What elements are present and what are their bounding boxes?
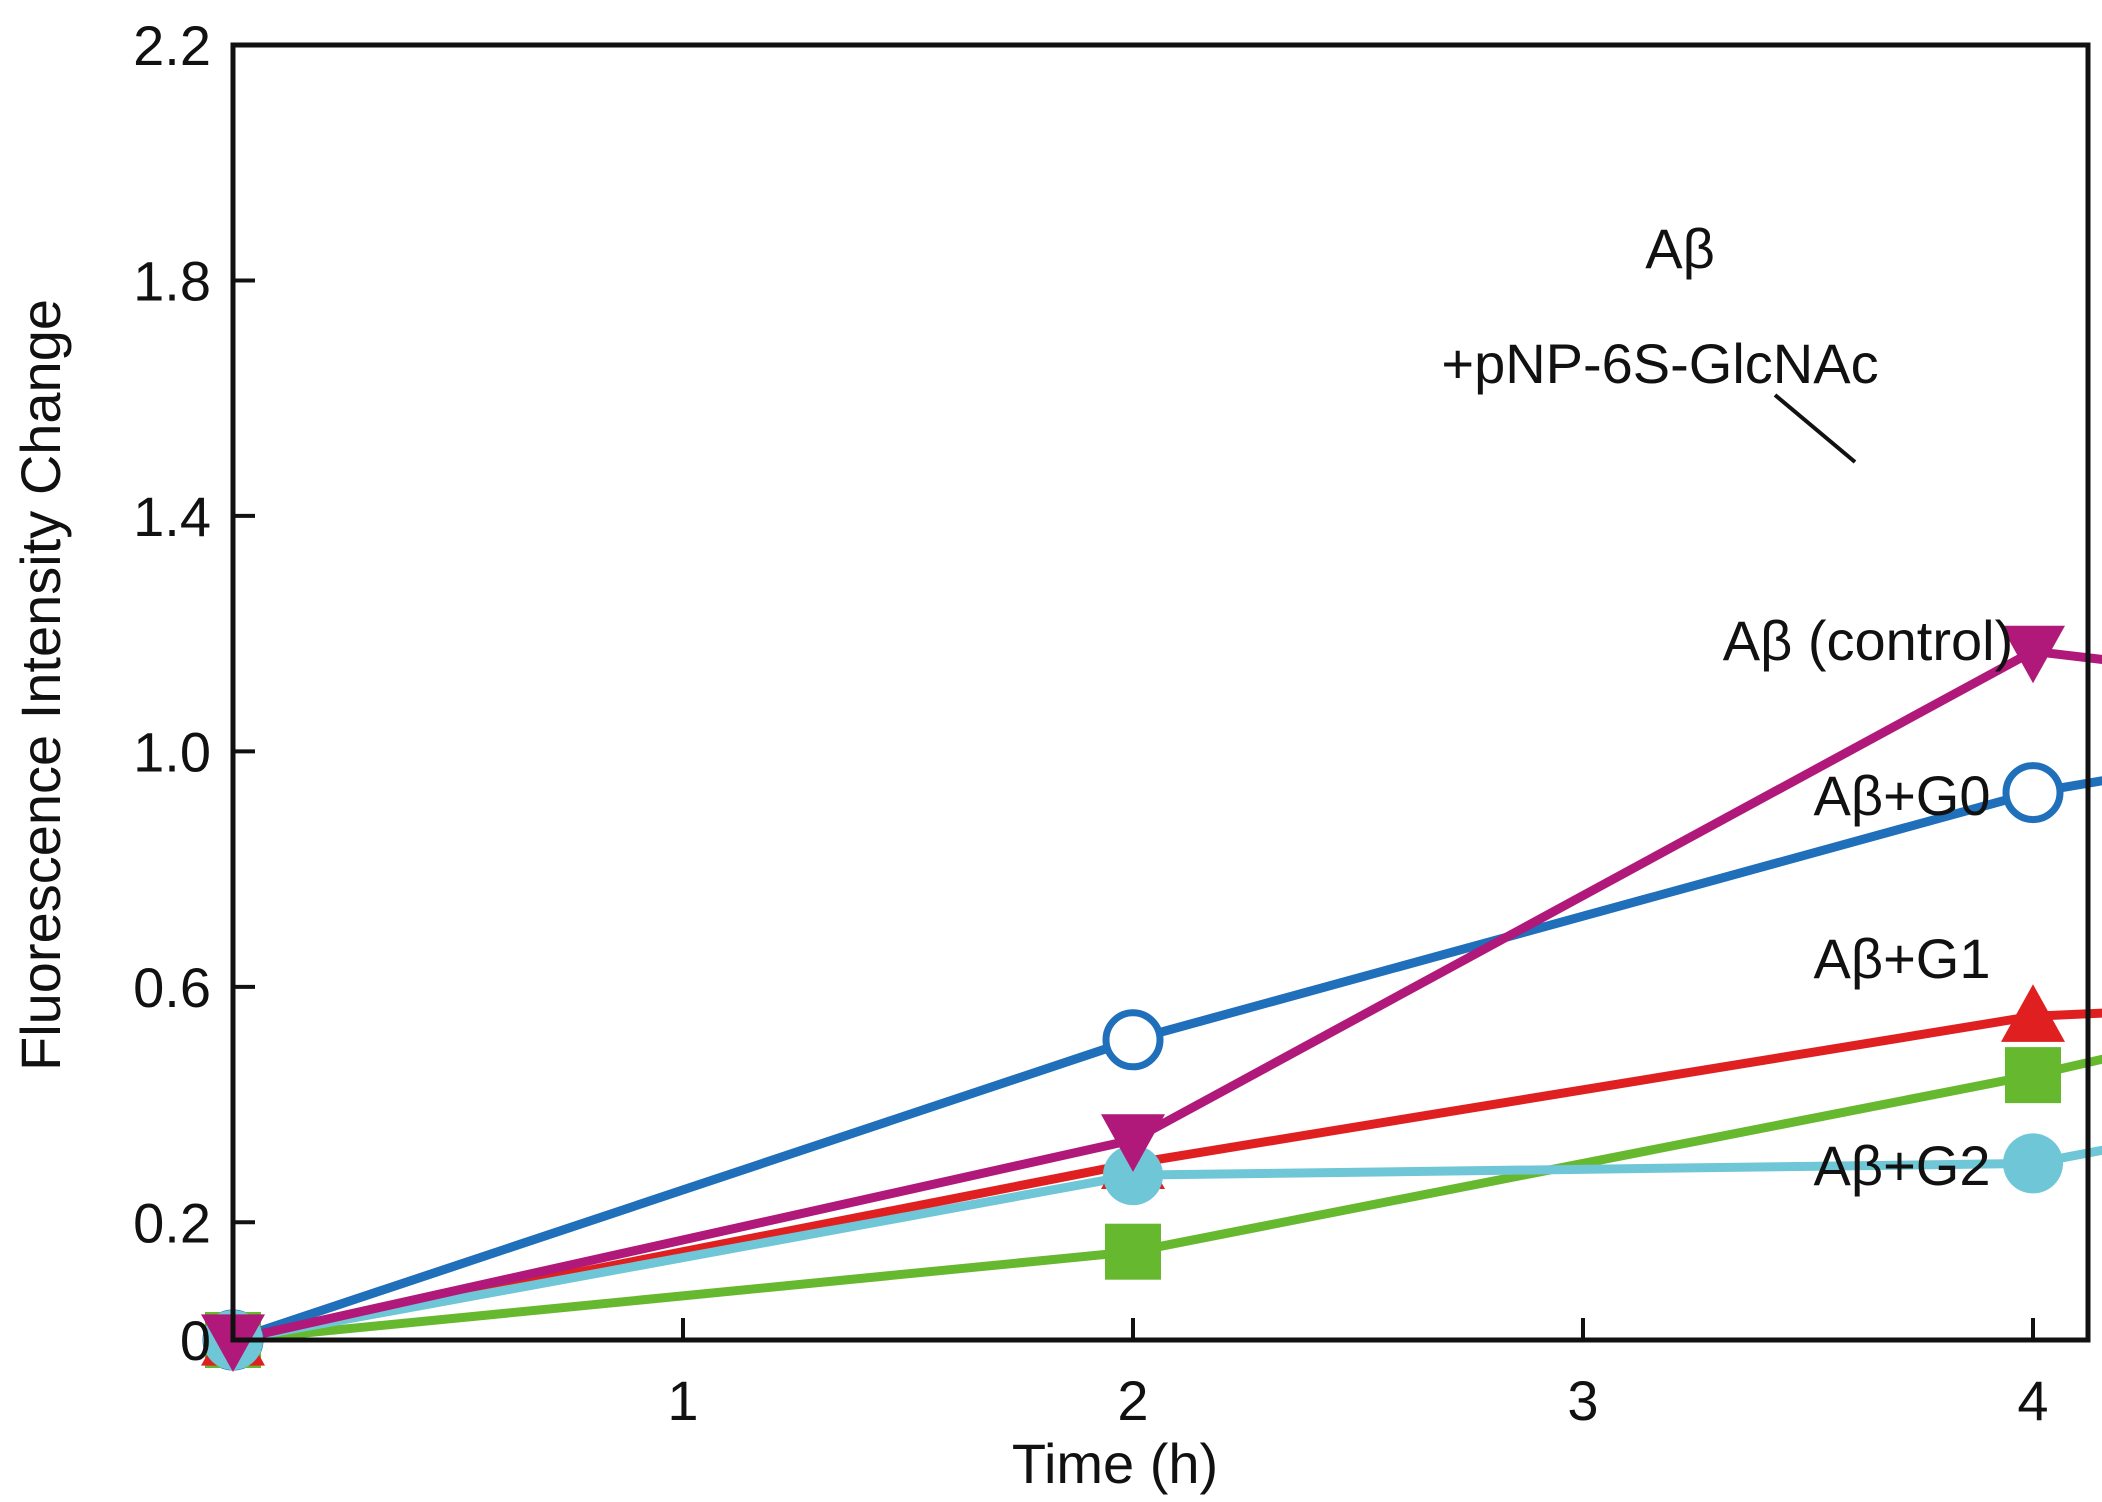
marker-g0-4 [2005,1047,2061,1104]
x-axis-title: Time (h) [1012,1432,1218,1495]
annotation-control: Aβ (control) [1723,609,2014,672]
y-axis-title: Fluorescence Intensity Change [9,299,72,1071]
series-line-g0 [228,1054,2102,1345]
axes-layer: 1234567800.20.61.01.41.82.2 [133,14,2048,1432]
annotation-g1: Aβ+G1 [1814,927,1991,990]
annotation-leader-line [1773,393,1857,464]
y-tick-label-2.2: 2.2 [133,14,211,77]
marker-pnp-4 [2001,625,2065,684]
x-tick-label-1: 1 [667,1369,698,1432]
y-tick-label-1: 1.0 [133,720,211,783]
marker-control-2 [1102,1009,1164,1071]
annotation-pnp-line1: Aβ [1645,217,1715,280]
annotation-g2: Aβ+G2 [1814,1134,1991,1197]
marker-control-4 [2002,762,2064,824]
marker-g1-4 [2001,984,2065,1042]
x-tick-label-4: 4 [2017,1369,2048,1432]
marker-pnp-0 [201,1314,265,1372]
y-tick-label-0.2: 0.2 [133,1191,211,1254]
x-tick-label-3: 3 [1567,1369,1598,1432]
y-tick-label-0.6: 0.6 [133,956,211,1019]
plot-frame [230,42,2091,1343]
marker-pnp-2 [1101,1114,1165,1172]
marker-g2-4 [2003,1133,2063,1194]
x-tick-label-2: 2 [1117,1369,1148,1432]
y-tick-label-1.8: 1.8 [133,249,211,312]
annotation-g0: Aβ+G0 [1814,764,1991,827]
annotation-pnp-line2: +pNP-6S-GlcNAc [1441,332,1878,395]
marker-layer [201,625,2065,1372]
marker-g0-2 [1105,1223,1161,1280]
y-tick-label-0: 0 [180,1309,211,1372]
y-tick-label-1.4: 1.4 [133,485,211,548]
marker-g2-2 [1103,1145,1163,1206]
